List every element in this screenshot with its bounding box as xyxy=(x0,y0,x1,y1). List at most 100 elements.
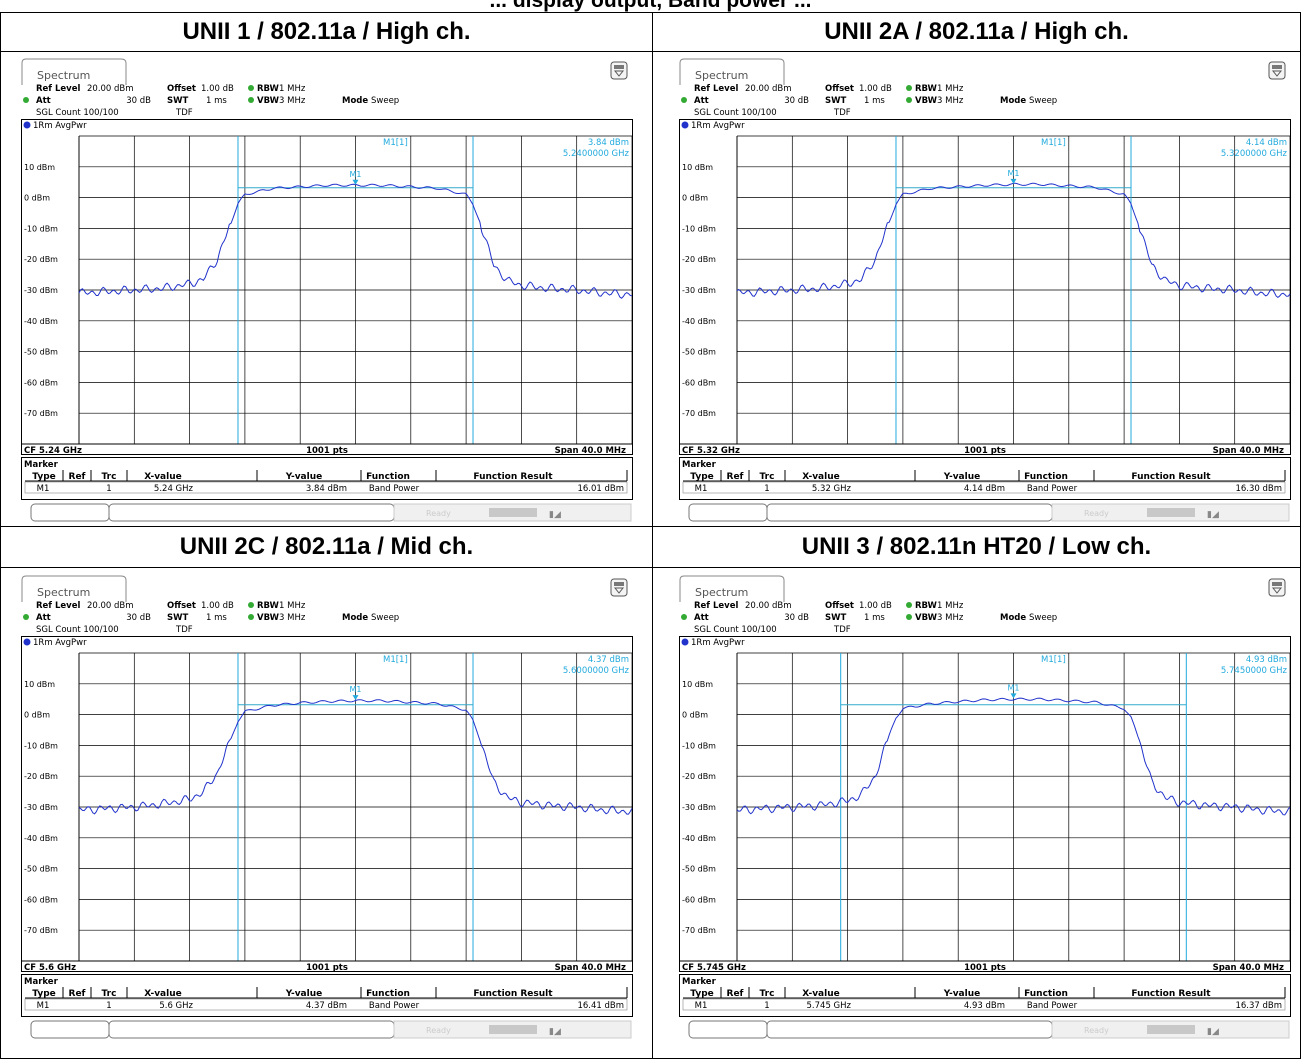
spectrum-tab xyxy=(679,575,785,602)
mode-label: Mode xyxy=(1000,613,1026,623)
trace-label: 1Rm AvgPwr xyxy=(33,121,87,131)
marker-table-header: Type xyxy=(32,989,55,999)
rf-indicator-icon: ▮◢ xyxy=(1207,510,1219,520)
y-tick-label: -50 dBm xyxy=(682,865,716,874)
marker-table-header: X-value xyxy=(144,472,181,482)
marker-readout-level: 3.84 dBm xyxy=(588,138,629,148)
y-tick-bg xyxy=(681,830,721,843)
y-tick-label: -50 dBm xyxy=(24,865,58,874)
display-menu-icon xyxy=(1268,578,1286,597)
y-tick-bg xyxy=(681,252,721,265)
att-indicator xyxy=(23,97,29,103)
y-tick-label: -10 dBm xyxy=(24,741,58,750)
y-tick-label: 0 dBm xyxy=(24,711,50,720)
y-tick-bg xyxy=(23,313,63,326)
marker-table-title: Marker xyxy=(24,460,59,470)
menu-icon-bar xyxy=(614,582,624,586)
att-label: Att xyxy=(694,96,709,106)
menu-icon-arrow xyxy=(613,587,625,594)
marker-table-cell: M1 xyxy=(695,1001,708,1011)
y-tick-label: 0 dBm xyxy=(682,711,708,720)
trace-label: 1Rm AvgPwr xyxy=(691,121,745,131)
sgl-count: SGL Count 100/100 xyxy=(694,108,777,118)
marker-table-header: Ref xyxy=(727,989,744,999)
offset-label: Offset xyxy=(167,601,196,611)
vbw-indicator xyxy=(906,97,912,103)
y-tick-label: -20 dBm xyxy=(24,772,58,781)
rbw-indicator xyxy=(906,602,912,608)
trace-indicator xyxy=(23,121,31,129)
marker-table-cell: 16.37 dBm xyxy=(1235,1001,1282,1011)
marker-table-header: Ref xyxy=(69,472,86,482)
marker-m1 xyxy=(1010,693,1017,699)
y-tick-bg xyxy=(681,375,721,388)
vbw-label: VBW xyxy=(915,96,938,106)
tdf-label: TDF xyxy=(175,108,193,118)
marker-m1-tag: M1 xyxy=(1008,683,1020,692)
y-tick-bg xyxy=(23,861,63,874)
ref-level-value: 20.00 dBm xyxy=(745,601,792,611)
marker-table-cell: 4.93 dBm xyxy=(964,1001,1005,1011)
marker-table-cell: Band Power xyxy=(1027,484,1078,494)
status-text: Ready xyxy=(426,1026,451,1035)
top-heading-cut: ... display output, Band power ... xyxy=(0,0,1301,12)
y-tick-bg xyxy=(681,221,721,234)
marker-table-cell: 4.37 dBm xyxy=(306,1001,347,1011)
panel-heading: UNII 3 / 802.11n HT20 / Low ch. xyxy=(653,527,1300,568)
analyzer-screenshot: Spectrum Ref Level 20.00 dBm Offset 1.00 dB R… xyxy=(679,574,1291,1049)
marker-table-header: Ref xyxy=(69,989,86,999)
spectrum-tab xyxy=(679,58,785,85)
swt-value: 1 ms xyxy=(206,613,227,623)
trace-indicator xyxy=(681,638,689,646)
marker-table-header: Type xyxy=(690,989,713,999)
center-frequency: CF 5.32 GHz xyxy=(682,446,740,456)
y-tick-label: 10 dBm xyxy=(682,680,713,689)
vbw-label: VBW xyxy=(915,613,938,623)
marker-table-header: Y-value xyxy=(943,472,980,482)
marker-table-header: Ref xyxy=(727,472,744,482)
menu-icon-arrow xyxy=(1271,70,1283,77)
marker-m1-tag: M1 xyxy=(350,170,362,179)
marker-table-cell: 3.84 dBm xyxy=(306,484,347,494)
marker-m1-tag: M1 xyxy=(350,685,362,694)
panel-cell: UNII 3 / 802.11n HT20 / Low ch. Spectrum… xyxy=(653,527,1301,1059)
offset-value: 1.00 dB xyxy=(201,84,234,94)
mode-label: Mode xyxy=(342,96,368,106)
att-indicator xyxy=(681,614,687,620)
spectrum-tab-label: Spectrum xyxy=(695,69,748,82)
rf-indicator-icon: ▮◢ xyxy=(1207,1027,1219,1037)
top-heading: ... display output, Band power ... xyxy=(489,0,812,12)
att-value: 30 dB xyxy=(126,613,151,623)
marker-table-header: Function Result xyxy=(1131,472,1211,482)
spectrum-tab xyxy=(21,575,127,602)
menu-icon-bar xyxy=(1272,582,1282,586)
rbw-label: RBW xyxy=(257,601,280,611)
menu-icon-arrow xyxy=(1271,587,1283,594)
diagram-frame xyxy=(21,636,633,972)
y-tick-bg xyxy=(681,676,715,689)
y-tick-label: -20 dBm xyxy=(682,255,716,264)
trace-1-line xyxy=(78,699,633,815)
panel-heading: UNII 2C / 802.11a / Mid ch. xyxy=(1,527,652,568)
y-tick-bg xyxy=(23,221,63,234)
trace-label: 1Rm AvgPwr xyxy=(691,638,745,648)
y-tick-label: -30 dBm xyxy=(24,286,58,295)
panel-heading: UNII 2A / 802.11a / High ch. xyxy=(653,13,1300,52)
spectrum-analyzer: Spectrum Ref Level 20.00 dBm Offset 1.00 dB R… xyxy=(679,575,1291,1039)
y-tick-bg xyxy=(23,344,63,357)
marker-table-cell: M1 xyxy=(37,484,50,494)
spectrum-tab-label: Spectrum xyxy=(37,586,90,599)
status-left-field xyxy=(30,503,110,522)
offset-value: 1.00 dB xyxy=(859,601,892,611)
marker-m1-tag: M1 xyxy=(1008,169,1020,178)
progress-bar xyxy=(1147,508,1195,517)
menu-icon-bar xyxy=(1272,65,1282,69)
y-tick-label: 0 dBm xyxy=(24,194,50,203)
offset-label: Offset xyxy=(825,601,854,611)
progress-bar xyxy=(1147,1025,1195,1034)
y-tick-label: -70 dBm xyxy=(682,409,716,418)
rbw-indicator xyxy=(248,602,254,608)
display-menu-icon xyxy=(1268,61,1286,80)
marker-table-header: Y-value xyxy=(285,989,322,999)
vbw-value: 3 MHz xyxy=(279,96,306,106)
